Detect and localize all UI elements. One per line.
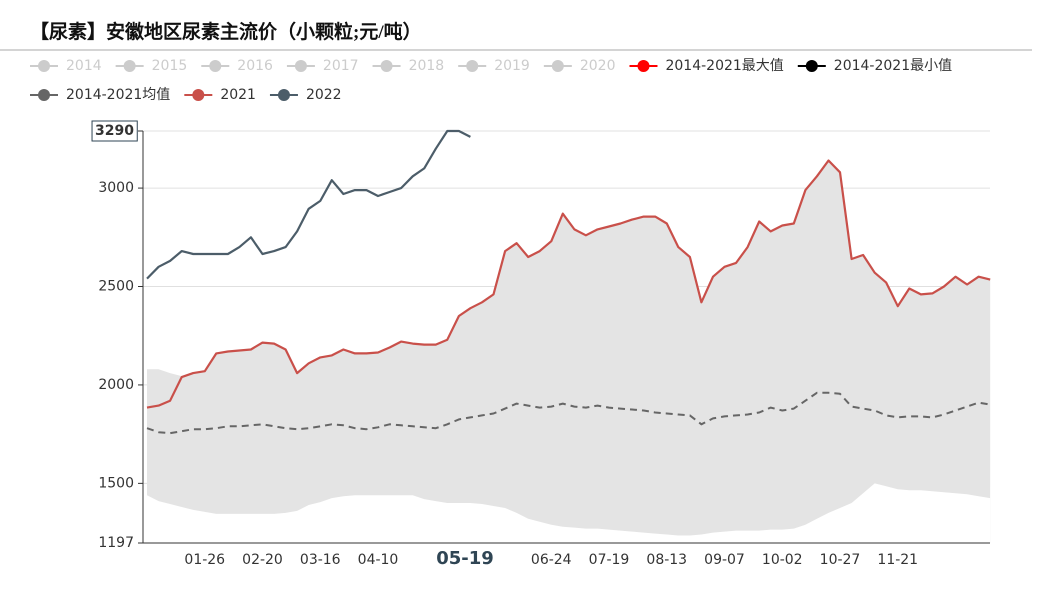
x-tick-label: 04-10 [358,552,399,568]
legend-label: 2015 [152,58,188,74]
labels: 1197 1500 2000 2500 3000 3290 01-26 02-20 03-16 0… [91,120,918,569]
legend-symbol [551,60,564,72]
x-tick-label: 06-24 [531,552,572,568]
series-line [146,129,471,280]
x-tick-label: 02-20 [242,552,283,568]
legend-item: 2014-2021最大值 [629,58,784,74]
legend-symbol [123,60,136,72]
legend-label: 2014-2021最大值 [665,58,783,74]
x-tick-label: 09-07 [704,552,745,568]
legend-symbol [294,60,307,72]
legend-symbol [466,60,479,72]
legend-label: 2014 [66,58,102,74]
legend-item: 2022 [269,87,342,103]
x-tick-label: 07-19 [589,552,630,568]
y-tick-label: 3290 [95,123,134,139]
y-tick-label: 2500 [98,279,134,295]
legend-symbol [805,60,818,72]
legend-label: 2014-2021最小值 [834,58,952,74]
legend-item: 2020 [543,58,616,74]
legend-symbol [209,60,222,72]
x-tick-label: 10-02 [762,552,803,568]
legend-item: 2015 [115,58,188,74]
pointer-label: 05-19 [436,548,494,569]
legend: 2014 2015 2016 2017 2018 2019 2020 2014-2021最大值… [30,58,952,103]
legend-symbol [380,60,393,72]
legend-label: 2021 [220,87,256,103]
x-tick-label: 10-27 [820,552,861,568]
chart-title: 【尿素】安徽地区尿素主流价（小颗粒;元/吨） [30,20,422,43]
legend-symbol [38,89,50,101]
legend-label: 2017 [323,58,359,74]
legend-item: 2014 [30,58,102,74]
legend-item: 2016 [201,58,273,74]
y-tick-label: 1197 [98,535,134,551]
y-tick-label: 1500 [98,475,134,491]
legend-label: 2019 [494,58,530,74]
legend-item: 2021 [184,87,256,103]
axes [138,130,990,544]
legend-label: 2016 [237,58,273,74]
legend-label: 2020 [580,58,616,74]
legend-label: 2022 [306,87,342,103]
lines [146,129,991,435]
legend-symbol [277,89,290,101]
pointer-box [91,120,138,142]
x-tick-label: 08-13 [646,552,687,568]
legend-label: 2014-2021均值 [66,87,170,103]
y-tick-label: 2000 [98,377,134,393]
legend-item: 2014-2021最小值 [797,58,952,74]
band-area [147,160,991,543]
legend-symbol [38,60,50,72]
x-tick-label: 01-26 [184,552,225,568]
legend-item: 2014-2021均值 [30,87,170,103]
legend-item: 2017 [286,58,359,74]
series-line [146,159,991,409]
legend-item: 2019 [458,58,530,74]
y-tick-label: 3000 [98,180,134,196]
legend-item: 2018 [372,58,445,74]
legend-label: 2018 [409,58,445,74]
x-tick-label: 11-21 [877,552,918,568]
legend-symbol [637,60,650,72]
areas [147,160,991,543]
x-tick-label: 03-16 [300,552,341,568]
band-area [147,483,991,543]
legend-symbol [192,89,205,101]
